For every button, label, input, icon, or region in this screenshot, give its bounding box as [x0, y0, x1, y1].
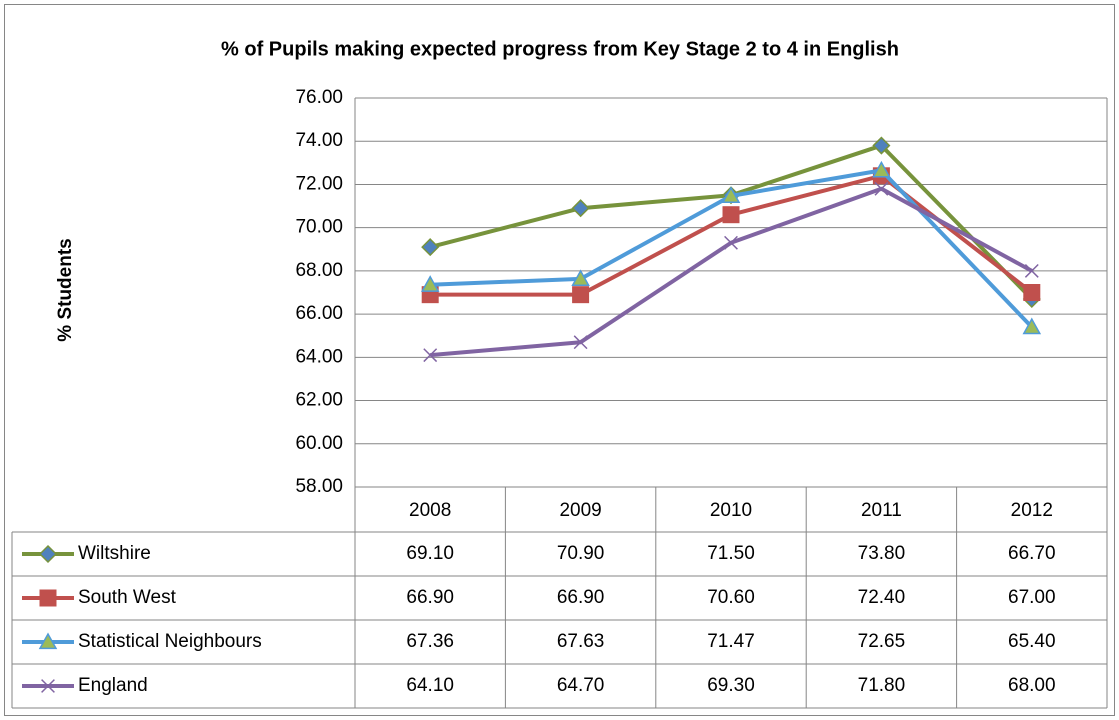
table-value: 64.10 [406, 675, 454, 696]
marker [41, 679, 55, 693]
marker [1023, 284, 1041, 301]
marker [872, 136, 891, 155]
legend-label: South West [78, 587, 177, 608]
y-tick-label: 66.00 [295, 303, 343, 324]
marker [571, 199, 590, 218]
x-tick-label: 2008 [409, 500, 451, 521]
y-tick-label: 76.00 [295, 87, 343, 108]
y-tick-label: 64.00 [295, 346, 343, 367]
table-value: 66.90 [406, 587, 454, 608]
table-value: 70.60 [707, 587, 755, 608]
marker [38, 632, 58, 650]
marker [39, 589, 57, 607]
y-tick-label: 72.00 [295, 173, 343, 194]
table-value: 66.70 [1008, 543, 1056, 564]
table-value: 67.63 [557, 631, 605, 652]
table-value: 72.65 [858, 631, 906, 652]
marker [721, 186, 741, 204]
table-value: 66.90 [557, 587, 605, 608]
table-value: 69.10 [406, 543, 454, 564]
marker [38, 544, 58, 564]
y-tick-label: 74.00 [295, 130, 343, 151]
chart-border [4, 4, 1115, 716]
marker [724, 235, 738, 250]
table-value: 67.36 [406, 631, 454, 652]
table-value: 67.00 [1008, 587, 1056, 608]
legend-label: Statistical Neighbours [78, 631, 262, 652]
table-value: 71.50 [707, 543, 755, 564]
x-tick-label: 2010 [710, 500, 752, 521]
marker [872, 160, 891, 178]
y-tick-label: 70.00 [295, 217, 343, 238]
legend-label: England [78, 675, 148, 696]
table-value: 64.70 [557, 675, 605, 696]
marker [572, 286, 590, 304]
table-value: 69.30 [707, 675, 755, 696]
y-tick-label: 68.00 [295, 260, 343, 281]
legend-label: Wiltshire [78, 543, 151, 564]
x-tick-label: 2011 [861, 500, 902, 521]
chart-title: % of Pupils making expected progress fro… [221, 38, 899, 60]
table-value: 70.90 [557, 543, 605, 564]
table-value: 73.80 [858, 543, 906, 564]
table-value: 71.80 [858, 675, 906, 696]
y-axis-label: % Students [55, 238, 76, 341]
table-value: 71.47 [707, 631, 755, 652]
marker [874, 181, 889, 196]
table-value: 65.40 [1008, 631, 1056, 652]
y-tick-label: 60.00 [295, 433, 343, 454]
marker [571, 269, 590, 287]
marker [1024, 263, 1039, 278]
y-tick-label: 58.00 [295, 476, 343, 497]
marker [420, 275, 440, 292]
y-tick-label: 62.00 [295, 390, 343, 411]
x-tick-label: 2009 [559, 500, 601, 521]
marker [722, 206, 740, 224]
marker [573, 335, 588, 350]
table-value: 68.00 [1008, 675, 1056, 696]
marker [421, 238, 440, 257]
marker [423, 348, 438, 363]
marker [1022, 317, 1042, 335]
table-value: 72.40 [858, 587, 906, 608]
x-tick-label: 2012 [1011, 500, 1053, 521]
